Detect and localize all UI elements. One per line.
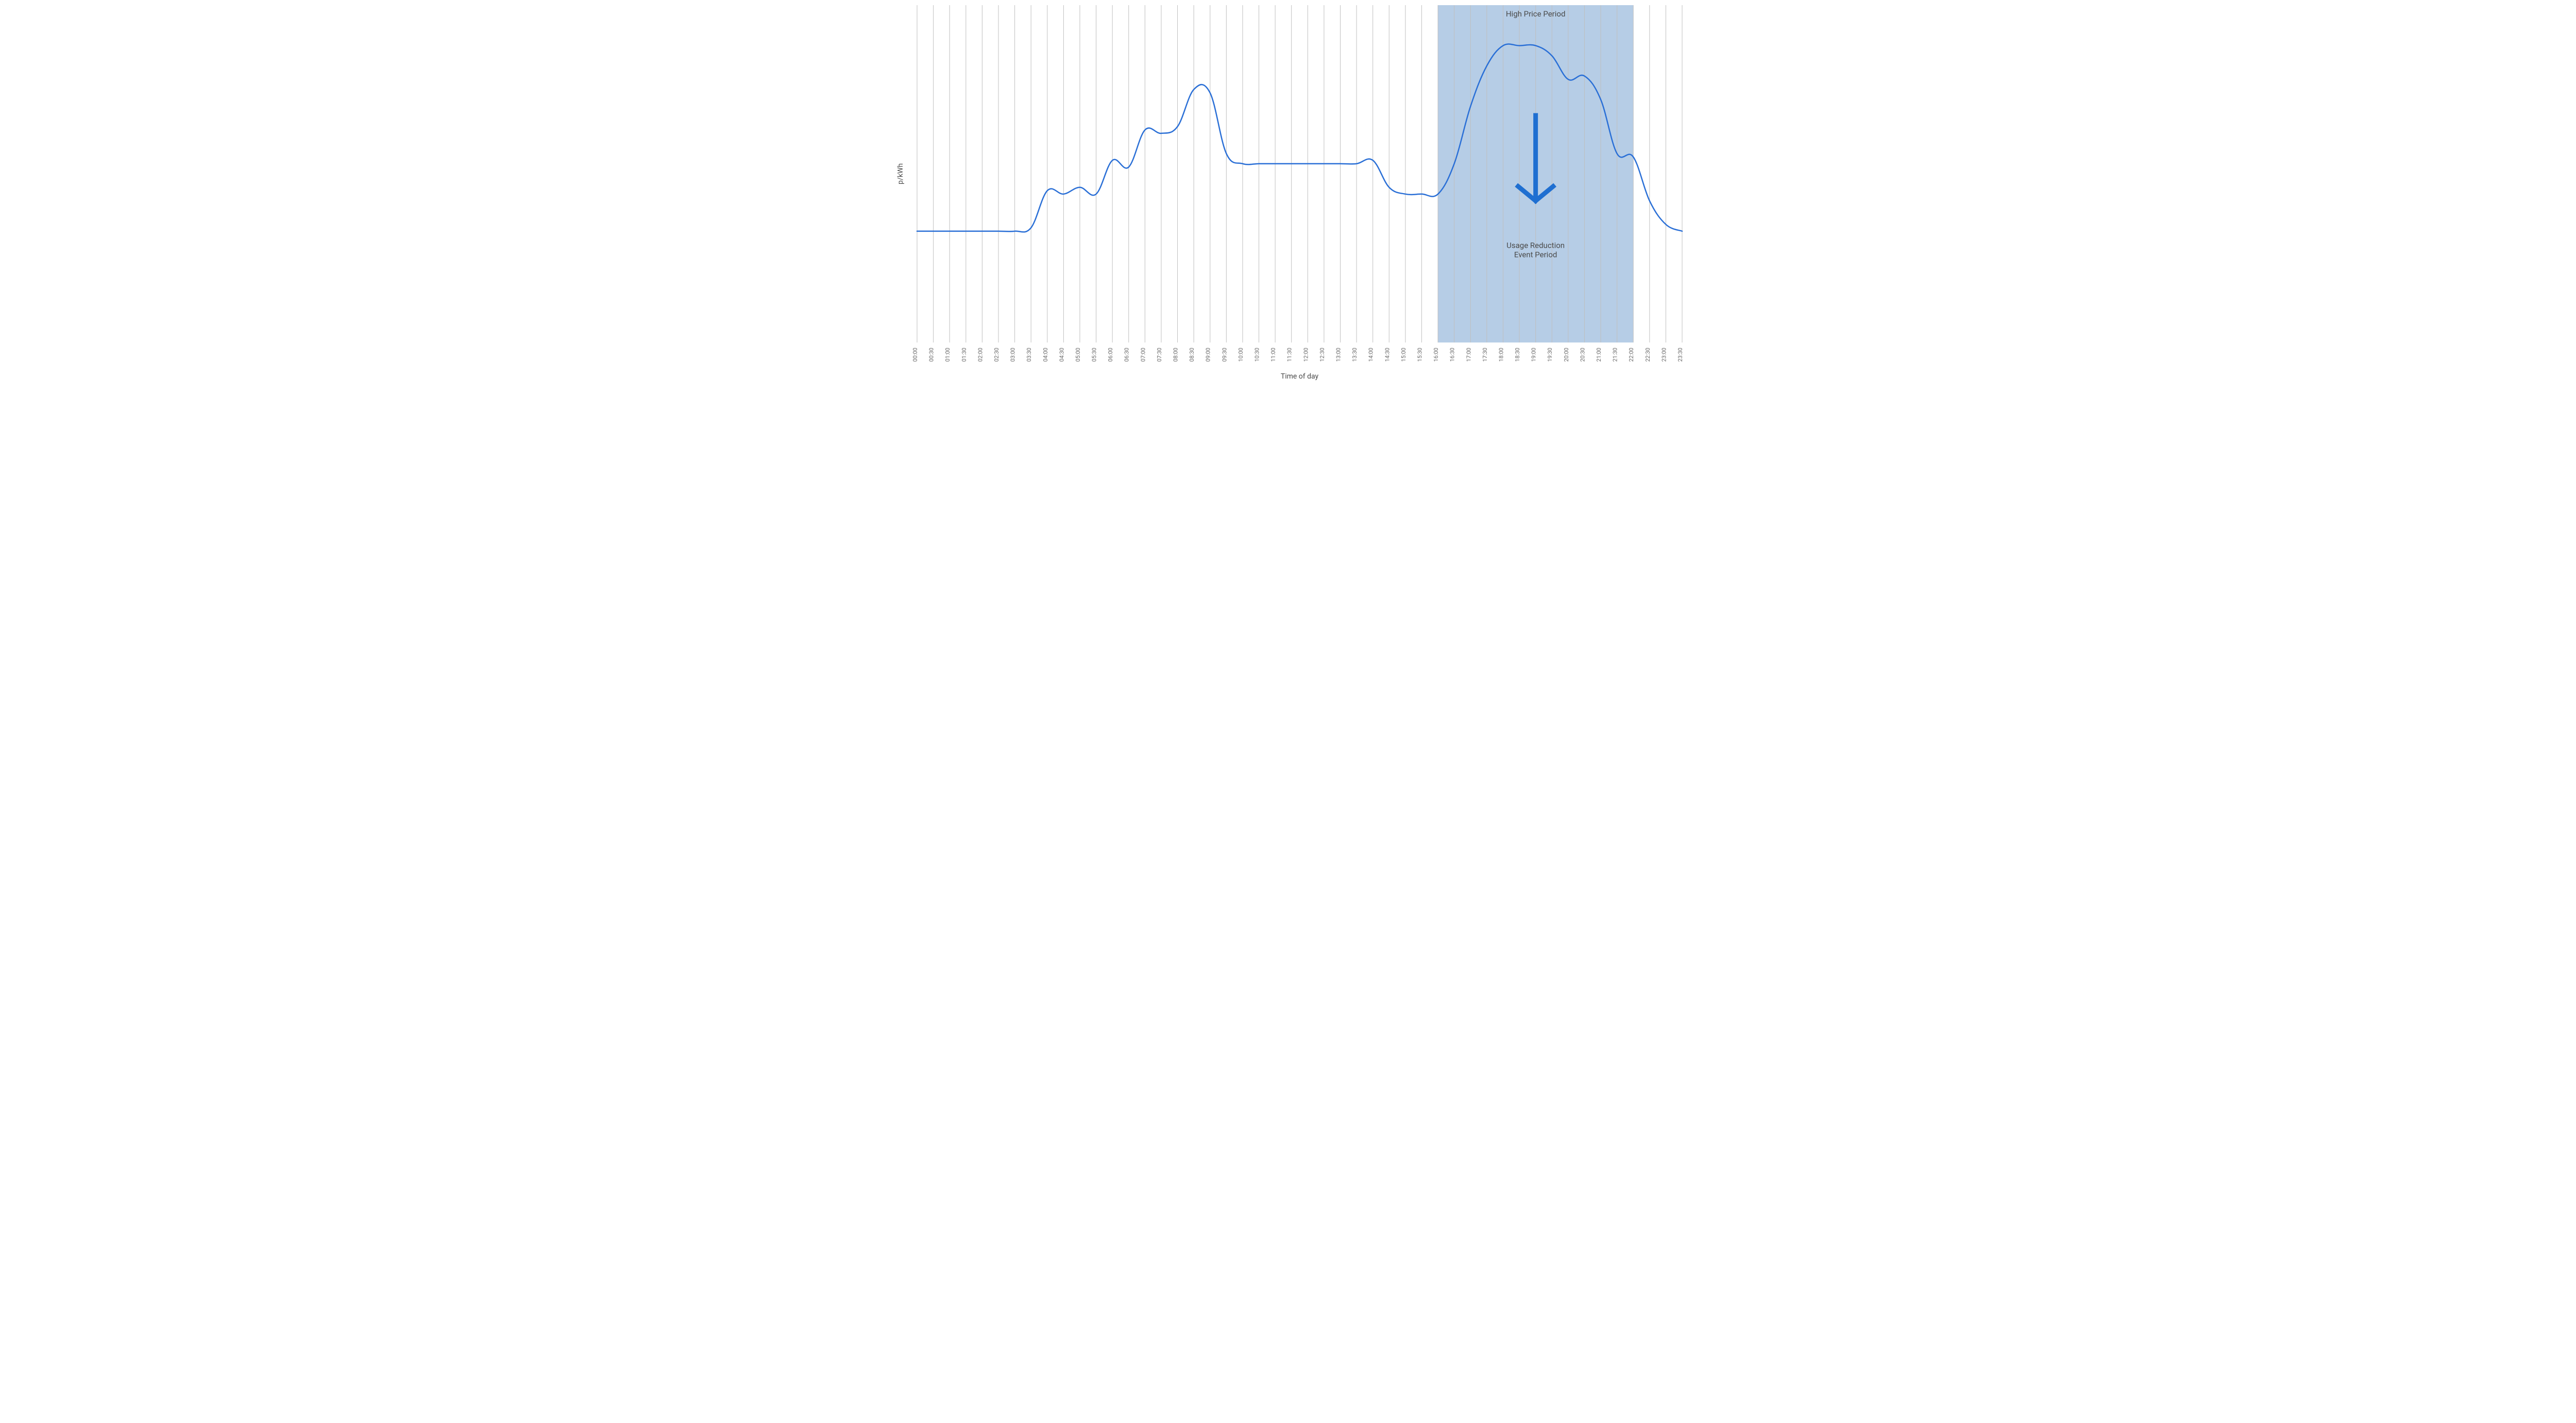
x-tick-label: 07:00 (1140, 348, 1146, 362)
x-tick-label: 10:30 (1254, 348, 1261, 362)
x-tick-label: 02:00 (977, 348, 984, 362)
x-tick-label: 15:00 (1400, 348, 1407, 362)
highlight-label-top: High Price Period (1506, 9, 1566, 19)
x-tick-label: 10:00 (1238, 348, 1244, 362)
x-tick-label: 08:00 (1173, 348, 1179, 362)
x-tick-label: 06:30 (1124, 348, 1130, 362)
x-tick-label: 08:30 (1189, 348, 1195, 362)
x-tick-label: 07:30 (1156, 348, 1163, 362)
x-tick-label: 14:00 (1368, 348, 1375, 362)
x-tick-label: 20:00 (1563, 348, 1570, 362)
x-tick-label: 13:00 (1335, 348, 1342, 362)
highlight-label-bottom-2: Event Period (1514, 250, 1557, 260)
x-tick-label: 02:30 (993, 348, 1000, 362)
price-chart: 00:00 00:30 01:00 01:30 02:00 02:30 03:00 03:30… (891, 0, 1685, 386)
x-tick-label: 09:30 (1221, 348, 1228, 362)
x-tick-label: 23:00 (1660, 348, 1667, 362)
x-tick-label: 23:30 (1677, 348, 1684, 362)
x-tick-label: 04:30 (1058, 348, 1065, 362)
x-tick-label: 17:00 (1465, 348, 1472, 362)
x-tick-label: 21:30 (1612, 348, 1619, 362)
x-tick-label: 05:00 (1075, 348, 1081, 362)
x-tick-label: 20:30 (1579, 348, 1586, 362)
x-tick-label: 11:30 (1286, 348, 1293, 362)
x-tick-label: 01:30 (961, 348, 968, 362)
x-tick-label: 12:30 (1319, 348, 1326, 362)
y-axis-title: p/kWh (896, 163, 905, 184)
x-tick-label: 03:00 (1010, 348, 1016, 362)
x-tick-label: 13:30 (1351, 348, 1358, 362)
x-tick-label: 05:30 (1091, 348, 1098, 362)
x-tick-label: 21:00 (1596, 348, 1602, 362)
x-tick-label: 11:00 (1270, 348, 1277, 362)
x-tick-label: 00:30 (928, 348, 935, 362)
x-tick-label: 01:00 (944, 348, 951, 362)
x-tick-label: 22:30 (1645, 348, 1651, 362)
x-tick-label: 16:00 (1433, 348, 1439, 362)
x-tick-label: 06:00 (1107, 348, 1114, 362)
x-tick-label: 22:00 (1628, 348, 1635, 362)
x-tick-label: 18:30 (1514, 348, 1521, 362)
x-tick-label: 19:00 (1531, 348, 1537, 362)
x-tick-label: 16:30 (1449, 348, 1456, 362)
x-tick-label: 04:00 (1042, 348, 1049, 362)
x-tick-label: 15:30 (1416, 348, 1423, 362)
chart-svg: 00:00 00:30 01:00 01:30 02:00 02:30 03:00 03:30… (891, 0, 1685, 386)
x-axis-title: Time of day (1281, 372, 1319, 381)
x-tick-label: 12:00 (1302, 348, 1309, 362)
x-tick-label: 09:00 (1205, 348, 1212, 362)
highlight-label-bottom-1: Usage Reduction (1506, 241, 1565, 250)
x-tick-label: 19:30 (1547, 348, 1553, 362)
x-tick-label: 17:30 (1482, 348, 1488, 362)
x-tick-label: 03:30 (1026, 348, 1032, 362)
x-tick-label: 14:30 (1384, 348, 1391, 362)
x-tick-label: 00:00 (912, 348, 919, 362)
x-tick-label: 18:00 (1498, 348, 1504, 362)
